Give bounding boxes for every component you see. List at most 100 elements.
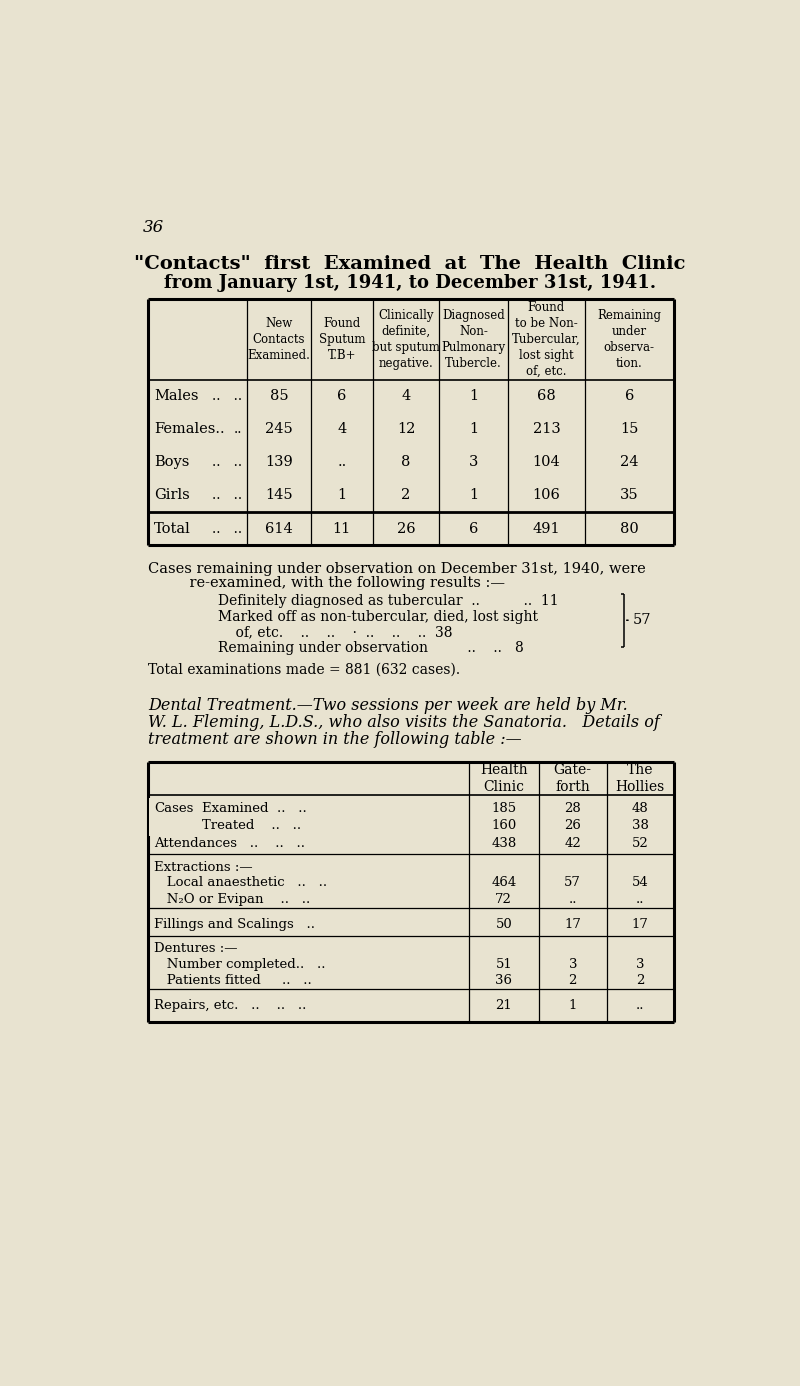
Text: ..: ..: [636, 999, 645, 1012]
Text: 3: 3: [469, 456, 478, 470]
Text: 438: 438: [491, 837, 517, 851]
Text: 139: 139: [265, 456, 293, 470]
Text: Boys: Boys: [154, 456, 190, 470]
Text: ..: ..: [337, 456, 346, 470]
Text: Females..: Females..: [154, 423, 225, 437]
Text: Total: Total: [154, 521, 191, 535]
Text: Found
Sputum
T.B+: Found Sputum T.B+: [318, 316, 365, 362]
Text: N₂O or Evipan    ..   ..: N₂O or Evipan .. ..: [154, 893, 310, 906]
Text: 4: 4: [337, 423, 346, 437]
Text: Found
to be Non-
Tubercular,
lost sight
of, etc.: Found to be Non- Tubercular, lost sight …: [512, 301, 581, 377]
Text: Clinically
definite,
but sputum
negative.: Clinically definite, but sputum negative…: [372, 309, 440, 370]
Text: Gate-
forth: Gate- forth: [554, 764, 592, 794]
Text: Examined  ..   ..: Examined .. ..: [202, 802, 306, 815]
Text: ..   ..: .. ..: [213, 456, 242, 470]
Text: Fillings and Scalings   ..: Fillings and Scalings ..: [154, 919, 315, 931]
Text: Remaining
under
observa-
tion.: Remaining under observa- tion.: [598, 309, 662, 370]
Text: 35: 35: [620, 488, 638, 503]
Text: 51: 51: [495, 958, 512, 970]
Text: treatment are shown in the following table :—: treatment are shown in the following tab…: [148, 730, 522, 747]
Text: 4: 4: [402, 389, 410, 403]
Text: 213: 213: [533, 423, 560, 437]
Text: 106: 106: [533, 488, 560, 503]
Text: 2: 2: [636, 974, 644, 987]
Text: 42: 42: [564, 837, 581, 851]
Text: 6: 6: [625, 389, 634, 403]
Text: 2: 2: [569, 974, 577, 987]
Text: 104: 104: [533, 456, 560, 470]
Text: 8: 8: [402, 456, 411, 470]
Bar: [149, 798, 468, 836]
Text: 85: 85: [270, 389, 288, 403]
Text: 185: 185: [491, 802, 516, 815]
Text: of, etc.    ..    ..    ·  ..    ..    ..  38: of, etc. .. .. · .. .. .. 38: [218, 625, 452, 639]
Text: New
Contacts
Examined.: New Contacts Examined.: [247, 316, 310, 362]
Text: 614: 614: [265, 521, 293, 535]
Text: 48: 48: [632, 802, 649, 815]
Text: 245: 245: [265, 423, 293, 437]
Text: 6: 6: [469, 521, 478, 535]
Text: 80: 80: [620, 521, 638, 535]
Text: Repairs, etc.   ..    ..   ..: Repairs, etc. .. .. ..: [154, 999, 306, 1012]
Text: Girls: Girls: [154, 488, 190, 503]
Text: ..   ..: .. ..: [213, 389, 242, 403]
Text: 68: 68: [537, 389, 556, 403]
Text: Cases: Cases: [154, 802, 194, 815]
Text: Patients fitted     ..   ..: Patients fitted .. ..: [154, 974, 312, 987]
Text: 72: 72: [495, 893, 512, 906]
Text: re-examined, with the following results :—: re-examined, with the following results …: [171, 577, 506, 590]
Text: 491: 491: [533, 521, 560, 535]
Text: 57: 57: [634, 613, 652, 628]
Text: ..: ..: [569, 893, 577, 906]
Text: Cases remaining under observation on December 31st, 1940, were: Cases remaining under observation on Dec…: [148, 563, 646, 577]
Text: 17: 17: [564, 919, 581, 931]
Text: Cases   ⎧Examined  ..   ..: Cases ⎧Examined .. ..: [154, 801, 321, 816]
Text: W. L. Fleming, L.D.S., who also visits the Sanatoria.   Details of: W. L. Fleming, L.D.S., who also visits t…: [148, 714, 660, 730]
Text: 36: 36: [142, 219, 164, 236]
Text: ..   ..: .. ..: [213, 521, 242, 535]
Text: Remaining under observation         ..    ..   8: Remaining under observation .. .. 8: [218, 640, 523, 654]
Text: 1: 1: [469, 423, 478, 437]
Text: 6: 6: [337, 389, 346, 403]
Text: 464: 464: [491, 876, 517, 888]
Text: 28: 28: [564, 802, 581, 815]
Text: 1: 1: [469, 389, 478, 403]
Text: ⎩Treated   ..   ..: ⎩Treated .. ..: [154, 818, 306, 833]
Text: 11: 11: [333, 521, 351, 535]
Text: 21: 21: [495, 999, 512, 1012]
Text: Marked off as non-tubercular, died, lost sight: Marked off as non-tubercular, died, lost…: [218, 610, 538, 624]
Text: 3: 3: [569, 958, 577, 970]
Text: ..: ..: [636, 893, 645, 906]
Text: Attendances   ..    ..   ..: Attendances .. .. ..: [154, 837, 306, 851]
Text: 2: 2: [402, 488, 410, 503]
Text: 12: 12: [397, 423, 415, 437]
Text: 50: 50: [495, 919, 512, 931]
Text: Local anaesthetic   ..   ..: Local anaesthetic .. ..: [154, 876, 327, 888]
Text: 1: 1: [569, 999, 577, 1012]
Text: ..: ..: [234, 423, 242, 437]
Text: 38: 38: [632, 819, 649, 832]
Text: Total examinations made = 881 (632 cases).: Total examinations made = 881 (632 cases…: [148, 663, 460, 676]
Text: 17: 17: [632, 919, 649, 931]
Text: 1: 1: [469, 488, 478, 503]
Text: 26: 26: [564, 819, 581, 832]
Text: 24: 24: [620, 456, 638, 470]
Text: 145: 145: [266, 488, 293, 503]
Text: Dentures :—: Dentures :—: [154, 942, 238, 955]
Text: 160: 160: [491, 819, 517, 832]
Text: Males: Males: [154, 389, 198, 403]
Text: Health
Clinic: Health Clinic: [480, 764, 527, 794]
Text: The
Hollies: The Hollies: [615, 764, 665, 794]
Text: 15: 15: [620, 423, 638, 437]
Text: 54: 54: [632, 876, 649, 888]
Text: Extractions :—: Extractions :—: [154, 861, 253, 873]
Text: Treated    ..   ..: Treated .. ..: [202, 819, 301, 832]
Text: "Contacts"  first  Examined  at  The  Health  Clinic: "Contacts" first Examined at The Health …: [134, 255, 686, 273]
Text: 1: 1: [338, 488, 346, 503]
Text: Number completed..   ..: Number completed.. ..: [154, 958, 326, 970]
Text: Definitely diagnosed as tubercular  ..          ..  11: Definitely diagnosed as tubercular .. ..…: [218, 595, 558, 608]
Text: 52: 52: [632, 837, 649, 851]
Text: 36: 36: [495, 974, 512, 987]
Text: ..   ..: .. ..: [213, 488, 242, 503]
Text: Diagnosed
Non-
Pulmonary
Tubercle.: Diagnosed Non- Pulmonary Tubercle.: [442, 309, 506, 370]
